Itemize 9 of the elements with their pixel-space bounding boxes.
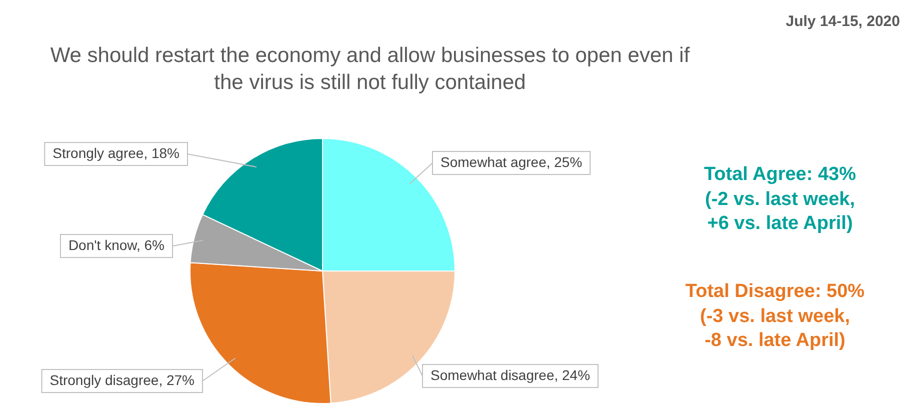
text: July 14-15, 2020 — [784, 12, 900, 32]
slice-label: Don't know, 6% — [68, 236, 164, 253]
slice-label: Somewhat disagree, 24% — [430, 366, 590, 383]
text: Total Agree: 43% (-2 vs. last week, +6 vs. late April) — [702, 163, 858, 236]
text: Total Disagree: 50% (-3 vs. last week, -8 vs. late April) — [684, 280, 866, 354]
slice-label: Somewhat agree, 25% — [440, 154, 582, 170]
chart-title: We should restart the economy and allow businesses to open even if the virus is still not fully contained — [49, 43, 691, 96]
slice-label: Strongly disagree, 27% — [50, 372, 195, 388]
slice-label: Strongly agree, 18% — [52, 144, 180, 161]
